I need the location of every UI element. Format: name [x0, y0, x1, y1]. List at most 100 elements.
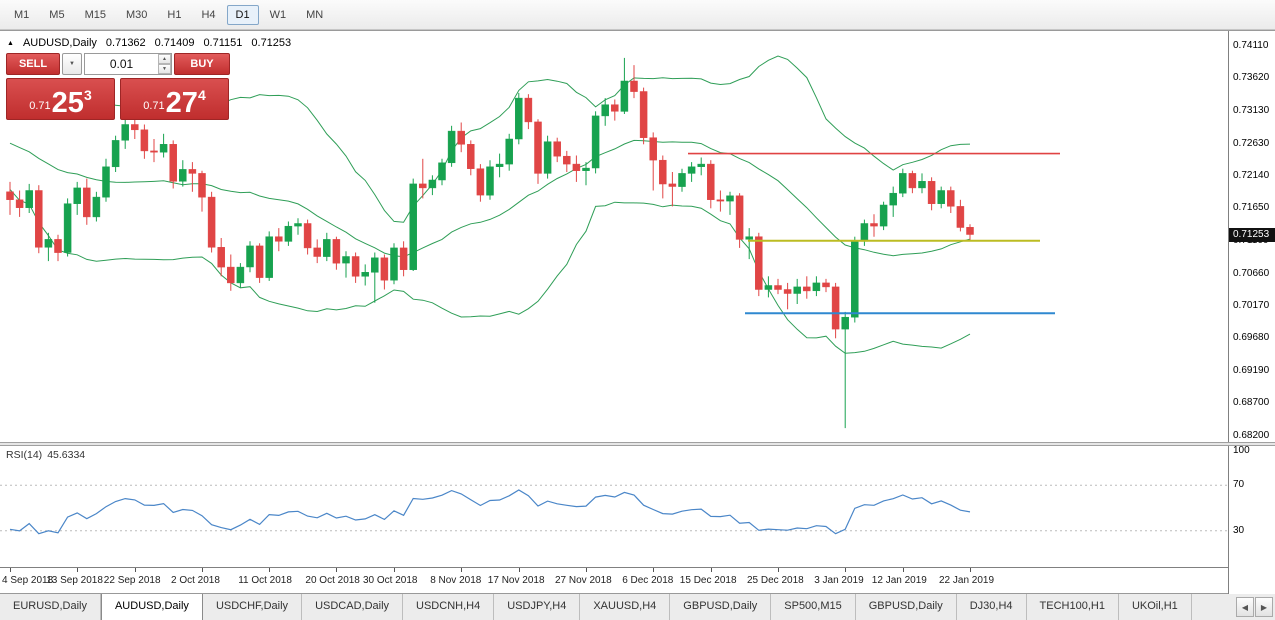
date-tick [336, 568, 338, 572]
chart-window[interactable]: ▲ AUDUSD,Daily 0.71362 0.71409 0.71151 0… [0, 30, 1275, 594]
timeframe-button-h4[interactable]: H4 [201, 8, 216, 21]
symbol-tab-usdcad-daily[interactable]: USDCAD,Daily [302, 594, 404, 620]
price-axis-label: 0.69680 [1233, 332, 1270, 344]
bollinger-middle-band [9, 139, 971, 258]
candle [92, 191, 101, 222]
candle [351, 252, 360, 283]
candle [812, 276, 821, 297]
volume-increase-button[interactable]: ▲ [158, 54, 171, 64]
sell-price-display[interactable]: 0.71 25 3 [6, 78, 115, 120]
buy-price-display[interactable]: 0.71 27 4 [120, 78, 229, 120]
scroll-right-icon[interactable]: ▶ [1255, 597, 1273, 617]
timeframe-button-h1[interactable]: H1 [167, 8, 182, 21]
symbol-tab-gbpusd-daily[interactable]: GBPUSD,Daily [670, 594, 772, 620]
date-tick [134, 568, 136, 572]
candle [563, 150, 571, 172]
price-axis-label: 0.72140 [1233, 170, 1270, 181]
candle [899, 168, 907, 198]
date-axis-label: 11 Oct 2018 [238, 575, 292, 586]
candle [879, 201, 888, 231]
rsi-name: RSI(14) [6, 449, 43, 461]
volume-input[interactable] [84, 53, 172, 75]
candle [121, 117, 129, 149]
sell-price-prefix: 0.71 [29, 100, 51, 112]
timeframe-button-m30[interactable]: M30 [125, 8, 148, 21]
candle [265, 231, 273, 281]
symbol-tab-ukoil-h1[interactable]: UKOil,H1 [1119, 594, 1192, 620]
timeframe-button-m15[interactable]: M15 [84, 8, 106, 21]
price-axis[interactable]: 0.74110 0.73620 0.73130 0.72630 0.72140 0.716… [1228, 31, 1275, 594]
chart-symbol-label: AUDUSD,Daily [22, 37, 97, 49]
candle [6, 181, 14, 215]
volume-decrease-button[interactable]: ▼ [158, 64, 171, 74]
timeframe-button-mn[interactable]: MN [306, 8, 324, 21]
candle [889, 186, 897, 217]
symbol-tab-usdcnh-h4[interactable]: USDCNH,H4 [403, 594, 495, 620]
candle [102, 158, 110, 202]
candle [159, 133, 168, 158]
candle [419, 158, 427, 199]
symbol-tab-eurusd-daily[interactable]: EURUSD,Daily [0, 594, 101, 620]
symbol-tab-usdjpy-h4[interactable]: USDJPY,H4 [494, 594, 581, 620]
candle [908, 170, 917, 194]
candle [649, 132, 657, 191]
candle [495, 153, 504, 178]
candle [918, 173, 926, 194]
date-tick [394, 568, 395, 572]
symbol-tab-dj30-h4[interactable]: DJ30,H4 [957, 594, 1027, 620]
price-axis-label: 0.70170 [1233, 300, 1270, 311]
price-chart[interactable] [0, 34, 1228, 442]
date-tick [269, 568, 271, 572]
scroll-left-icon[interactable]: ◀ [1236, 597, 1254, 617]
timeframe-button-m1[interactable]: M1 [14, 8, 30, 21]
date-axis-label: 20 Oct 2018 [305, 575, 360, 586]
date-tick [778, 568, 779, 572]
candle [150, 139, 158, 163]
date-tick [461, 568, 463, 572]
date-axis[interactable]: 4 Sep 2018 13 Sep 2018 22 Sep 2018 2 Oct 20… [0, 567, 1228, 594]
symbol-tab-tech100-h1[interactable]: TECH100,H1 [1027, 594, 1119, 620]
candle [380, 254, 389, 290]
price-axis-label: 0.71650 [1233, 202, 1270, 214]
price-axis-label: 0.68200 [1233, 430, 1270, 441]
candle [73, 181, 81, 215]
date-tick [710, 568, 712, 572]
timeframe-button-m5[interactable]: M5 [49, 8, 65, 21]
candle [803, 276, 811, 299]
date-axis-label: 22 Jan 2019 [939, 575, 995, 586]
date-tick [845, 568, 847, 572]
symbol-tab-usdchf-daily[interactable]: USDCHF,Daily [203, 594, 303, 620]
price-axis-label: 0.70660 [1233, 267, 1270, 279]
timeframe-button-d1[interactable]: D1 [226, 4, 259, 25]
one-click-trade-panel: SELL ▼ ▲ ▼ BUY 0.71 25 3 [6, 53, 230, 120]
candle [255, 243, 264, 283]
candle [409, 178, 417, 271]
price-axis-label: 0.69190 [1233, 364, 1270, 376]
candle [198, 170, 206, 212]
sell-button[interactable]: SELL [6, 53, 60, 75]
timeframe-toolbar: M1 M5 M15 M30 H1 H4 D1 W1 MN [0, 0, 1275, 30]
lot-preset-dropdown[interactable]: ▼ [62, 53, 82, 75]
symbol-tab-gbpusd-daily[interactable]: GBPUSD,Daily [856, 594, 957, 620]
date-tick [202, 568, 203, 572]
candle [83, 178, 91, 225]
candle [755, 232, 763, 297]
rsi-chart[interactable] [0, 446, 1228, 567]
candle [294, 218, 302, 235]
candle [447, 125, 456, 167]
pane-splitter[interactable] [0, 442, 1275, 446]
timeframe-button-w1[interactable]: W1 [269, 8, 287, 21]
symbol-tab-xauusd-h4[interactable]: XAUUSD,H4 [580, 594, 671, 620]
candle [601, 98, 609, 126]
symbol-tab-sp500-m15[interactable]: SP500,M15 [771, 594, 856, 620]
candle [774, 278, 782, 295]
candle [524, 94, 533, 130]
ohlc-high: 0.71409 [154, 37, 195, 49]
candle [361, 264, 369, 286]
ohlc-low: 0.71151 [203, 37, 243, 49]
chevron-down-icon: ▼ [69, 61, 75, 67]
candle [207, 191, 216, 253]
buy-button[interactable]: BUY [174, 53, 230, 75]
symbol-tab-audusd-daily[interactable]: AUDUSD,Daily [100, 594, 203, 620]
date-axis-label: 12 Jan 2019 [871, 575, 927, 586]
